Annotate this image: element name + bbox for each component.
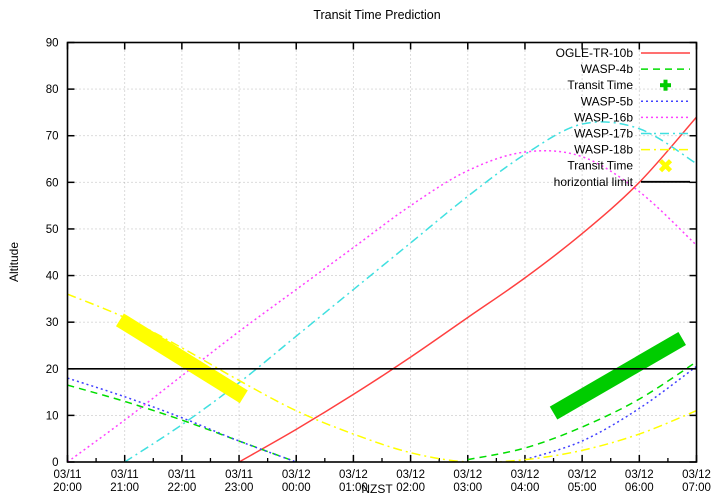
x-tick-time: 06:00 [625, 482, 654, 494]
series-line-wasp-17b [124, 121, 697, 462]
chart-legend: OGLE-TR-10b WASP-4b Transit Time WASP-5b WAS… [554, 46, 690, 189]
x-tick-date: 03/12 [682, 469, 711, 481]
transit-time-band-yellow [115, 313, 248, 404]
x-tick-time: 04:00 [511, 482, 540, 494]
x-tick-date: 03/11 [111, 469, 139, 481]
x-tick-date: 03/12 [453, 469, 482, 481]
x-tick-date: 03/11 [54, 469, 82, 481]
legend-label: WASP-16b [574, 110, 633, 124]
x-tick-time: 07:00 [682, 482, 711, 494]
legend-label: WASP-4b [581, 62, 634, 76]
plot-frame [66, 41, 698, 463]
x-tick-time: 01:00 [339, 482, 368, 494]
x-tick-time: 23:00 [225, 482, 254, 494]
x-tick-date: 03/11 [225, 469, 253, 481]
x-axis-title: NZST [361, 482, 393, 496]
chart-title: Transit Time Prediction [313, 8, 440, 22]
legend-label: Transit Time [567, 78, 633, 92]
legend-label: WASP-18b [574, 143, 633, 157]
x-tick-date: 03/12 [282, 469, 311, 481]
x-tick-date: 03/12 [511, 469, 540, 481]
series-line-wasp-5b [67, 377, 297, 462]
series-line-wasp-4b [67, 384, 297, 462]
y-tick-label: 70 [46, 131, 59, 143]
x-tick-time: 22:00 [167, 482, 196, 494]
legend-label: Transit Time [567, 159, 633, 173]
data-series [67, 116, 697, 462]
y-tick-label: 40 [46, 271, 59, 283]
transit-time-bands [115, 313, 686, 420]
x-tick-time: 02:00 [396, 482, 425, 494]
series-line-wasp-5b [524, 365, 697, 461]
series-line-wasp-4b [467, 361, 697, 461]
x-tick-time: 21:00 [110, 482, 139, 494]
y-tick-label: 0 [52, 457, 58, 469]
x-tick-date: 03/12 [396, 469, 425, 481]
x-tick-time: 20:00 [53, 482, 82, 494]
x-tick-date: 03/12 [568, 469, 597, 481]
x-axis-ticks: 03/1120:0003/1121:0003/1122:0003/1123:00… [53, 42, 711, 494]
legend-label: WASP-5b [581, 94, 634, 108]
x-tick-time: 05:00 [568, 482, 597, 494]
x-tick-time: 03:00 [453, 482, 482, 494]
legend-label: horizontial limit [554, 175, 634, 189]
series-line-wasp-16b [67, 149, 697, 462]
y-tick-label: 30 [46, 317, 59, 329]
transit-time-band-green [549, 331, 686, 420]
x-tick-time: 00:00 [282, 482, 311, 494]
y-tick-label: 80 [46, 84, 59, 96]
y-tick-label: 60 [46, 177, 59, 189]
legend-label: WASP-17b [574, 127, 633, 141]
y-tick-label: 20 [46, 364, 59, 376]
y-tick-label: 50 [46, 224, 59, 236]
legend-marker-plus [660, 79, 671, 91]
x-tick-date: 03/11 [168, 469, 196, 481]
legend-marker-x [658, 159, 673, 173]
y-tick-label: 90 [46, 38, 59, 50]
y-axis-ticks: 0 10 20 30 40 50 60 70 80 90 [46, 38, 697, 469]
series-line-ogle-tr-10b [238, 116, 697, 462]
y-tick-label: 10 [46, 410, 59, 422]
x-tick-date: 03/12 [625, 469, 654, 481]
series-line-wasp-18b [67, 293, 697, 462]
y-axis-title: Altitude [7, 242, 21, 282]
legend-label: OGLE-TR-10b [556, 46, 634, 60]
x-tick-date: 03/12 [339, 469, 368, 481]
